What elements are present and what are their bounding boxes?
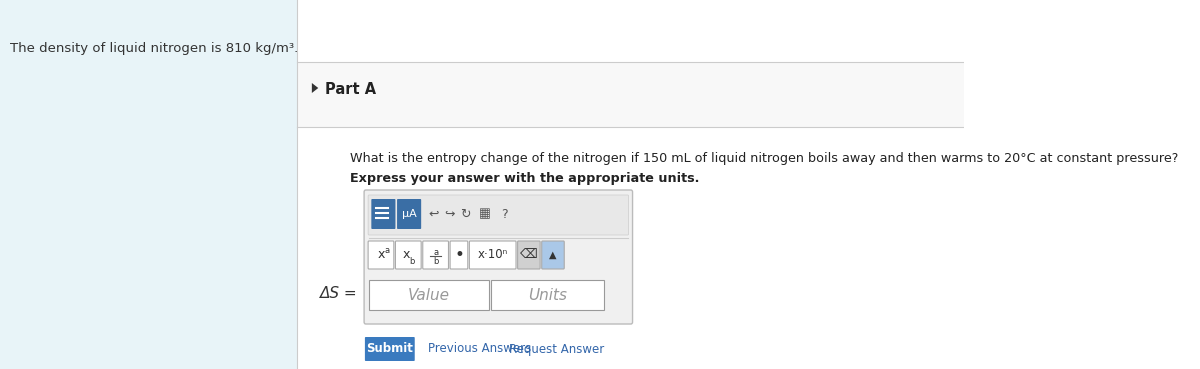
FancyBboxPatch shape	[517, 241, 540, 269]
Text: b: b	[409, 256, 414, 266]
Text: Value: Value	[408, 287, 450, 303]
FancyBboxPatch shape	[450, 241, 468, 269]
Text: x: x	[377, 248, 385, 262]
FancyBboxPatch shape	[469, 241, 516, 269]
Text: ?: ?	[500, 207, 508, 221]
FancyBboxPatch shape	[365, 337, 415, 361]
Text: b: b	[433, 256, 438, 266]
Text: Express your answer with the appropriate units.: Express your answer with the appropriate…	[349, 172, 700, 185]
Text: ↪: ↪	[444, 207, 455, 221]
FancyBboxPatch shape	[368, 195, 629, 235]
Text: •: •	[454, 246, 464, 264]
Polygon shape	[312, 83, 318, 93]
FancyBboxPatch shape	[422, 241, 449, 269]
FancyBboxPatch shape	[368, 241, 394, 269]
Text: a: a	[433, 248, 438, 256]
FancyBboxPatch shape	[541, 241, 564, 269]
Text: Submit: Submit	[366, 342, 413, 355]
Text: x: x	[402, 248, 409, 262]
Text: ↩: ↩	[428, 207, 438, 221]
FancyBboxPatch shape	[298, 62, 965, 127]
Text: Units: Units	[528, 287, 566, 303]
FancyBboxPatch shape	[371, 199, 396, 229]
FancyBboxPatch shape	[397, 199, 421, 229]
FancyBboxPatch shape	[368, 280, 490, 310]
Text: μA: μA	[402, 209, 416, 219]
FancyBboxPatch shape	[298, 0, 965, 369]
FancyBboxPatch shape	[0, 0, 298, 369]
Text: Request Answer: Request Answer	[509, 342, 604, 355]
Text: x·10ⁿ: x·10ⁿ	[478, 248, 508, 262]
Text: a: a	[384, 245, 389, 255]
Text: What is the entropy change of the nitrogen if 150 mL of liquid nitrogen boils aw: What is the entropy change of the nitrog…	[349, 152, 1178, 165]
FancyBboxPatch shape	[396, 241, 421, 269]
Text: ▲: ▲	[550, 250, 557, 260]
Text: Previous Answers: Previous Answers	[428, 342, 532, 355]
Text: ↻: ↻	[460, 207, 470, 221]
Text: Part A: Part A	[325, 82, 376, 97]
Text: ΔS =: ΔS =	[320, 286, 358, 300]
FancyBboxPatch shape	[491, 280, 604, 310]
Text: ▦: ▦	[479, 207, 491, 221]
Text: The density of liquid nitrogen is 810 kg/m³.: The density of liquid nitrogen is 810 kg…	[10, 42, 298, 55]
FancyBboxPatch shape	[364, 190, 632, 324]
Text: ⌫: ⌫	[520, 248, 538, 262]
